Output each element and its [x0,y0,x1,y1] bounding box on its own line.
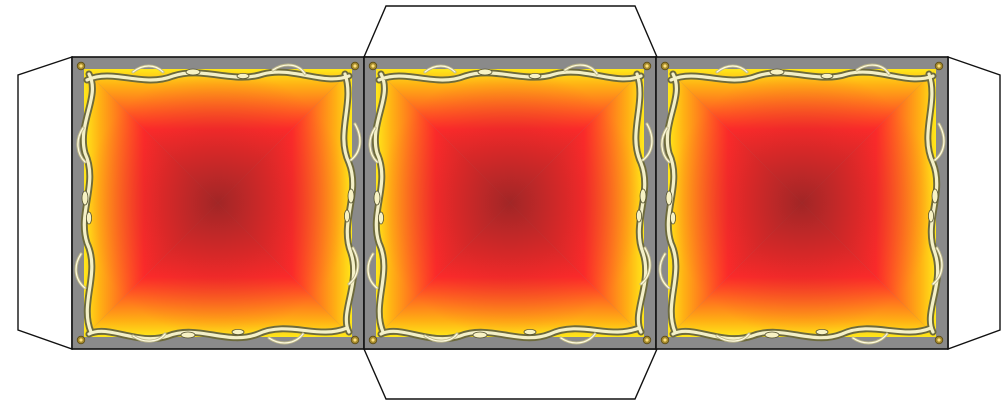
decorated-panel [655,56,949,350]
center-shade [84,69,352,337]
center-shade [668,69,936,337]
corner-rosette-icon [350,335,360,345]
corner-rosette-icon [642,335,652,345]
corner-rosette-icon [350,61,360,71]
corner-rosette-icon [934,61,944,71]
right-glue-tab [947,56,1001,351]
corner-rosette-icon [934,335,944,345]
decorated-panel [71,56,365,350]
left-glue-tab [17,56,73,350]
corner-rosette-icon [368,335,378,345]
corner-rosette-icon [76,61,86,71]
corner-rosette-icon [642,61,652,71]
top-flap [362,5,659,58]
corner-rosette-icon [368,61,378,71]
panel-outline [655,56,949,350]
corner-rosette-icon [76,335,86,345]
center-shade [376,69,644,337]
panel-group [71,56,949,350]
bottom-flap [362,348,659,400]
decorated-panel [363,56,657,350]
corner-rosette-icon [660,335,670,345]
corner-rosette-icon [660,61,670,71]
